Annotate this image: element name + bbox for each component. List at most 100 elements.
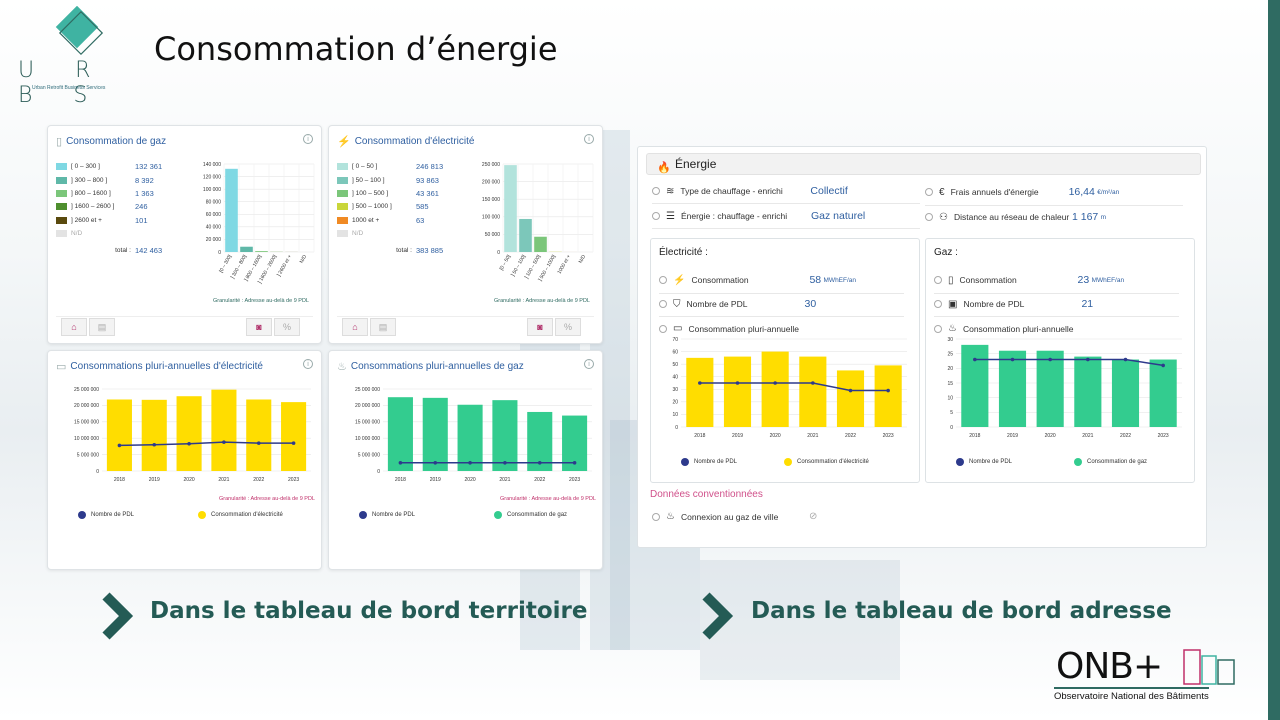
value-toggle-button[interactable]: ◙ — [246, 318, 272, 336]
bar — [998, 350, 1027, 427]
energy-type-row: ☰ Énergie : chauffage - enrichi Gaz nature… — [652, 210, 865, 222]
y-tick-label: 140 000 — [203, 162, 221, 168]
bar — [1036, 350, 1064, 427]
pdl-point — [1086, 357, 1090, 362]
pdl-point — [1048, 357, 1052, 362]
panel-title: Consommations pluri-annuelles de gaz — [350, 361, 524, 372]
granularity-note: Granularité : Adresse au-delà de 9 PDL — [499, 496, 596, 502]
info-icon[interactable] — [925, 213, 933, 221]
pdl-point — [503, 461, 507, 465]
y-tick-label: 120 000 — [203, 174, 221, 180]
x-tick-label: 2019 — [1007, 433, 1018, 439]
gas-consumption-panel: ▯ Consommation de gaz i [ 0 – 300 ] 132 36… — [47, 125, 322, 344]
info-icon[interactable] — [652, 212, 660, 220]
meter-icon: ⛉ — [673, 298, 681, 310]
legend-consumption[interactable]: Consommation de gaz — [1074, 458, 1147, 466]
info-icon[interactable] — [659, 300, 667, 308]
x-tick-label: 2020 — [184, 477, 195, 483]
legend-pdl[interactable]: Nombre de PDL — [956, 458, 1012, 466]
bar — [240, 246, 253, 252]
x-tick-label: [0 – 300] — [218, 253, 233, 273]
bar — [225, 168, 238, 252]
info-icon[interactable]: i — [303, 359, 313, 369]
onb-logo: ONB+ Observatoire National des Bâtiments — [1054, 646, 1244, 702]
bar — [492, 400, 518, 471]
x-tick-label: 1000 et + — [557, 254, 573, 275]
flame-icon: 🔥 — [657, 162, 671, 174]
info-icon[interactable] — [934, 300, 942, 308]
granularity-note: Granularité : Adresse au-delà de 9 PDL — [218, 496, 315, 502]
pdl-point — [735, 381, 740, 385]
x-tick-label: 2019 — [430, 477, 441, 483]
y-tick-label: 0 — [950, 425, 953, 431]
panel-header: ▭ Consommations pluri-annuelles d'électri… — [56, 360, 263, 373]
pdl-point — [1123, 357, 1128, 362]
y-tick-label: 0 — [377, 469, 380, 475]
percent-toggle-button[interactable]: % — [274, 318, 300, 336]
pdl-point — [1010, 357, 1015, 362]
x-tick-label: 2021 — [218, 477, 229, 483]
view-toggle-row: ⌂ ▤ ◙ % — [56, 316, 313, 336]
info-icon[interactable] — [934, 324, 942, 333]
multiyear-gas-panel: ♨ Consommations pluri-annuelles de gaz i … — [328, 350, 603, 570]
info-icon[interactable]: i — [584, 359, 594, 369]
info-icon[interactable] — [659, 324, 667, 333]
info-icon[interactable] — [925, 188, 933, 196]
pdl-line — [699, 382, 889, 392]
x-tick-label: 2021 — [499, 477, 510, 483]
building-view-button[interactable]: ⌂ — [61, 318, 87, 336]
y-tick-label: 20 — [672, 400, 678, 406]
pdl-point — [1161, 363, 1165, 368]
bar — [176, 396, 202, 471]
bar — [961, 344, 989, 427]
multiyear-gas-chart: 0 5 000 000 10 000 000 15 000 000 20 000 000… — [355, 387, 592, 483]
y-tick-label: 10 — [672, 412, 678, 418]
address-electricity-card: Électricité : ⚡ Consommation 58 MWhEF/an ⛉… — [650, 238, 920, 483]
view-toggle-row: ⌂ ▤ ◙ % — [337, 316, 594, 336]
percent-toggle-button[interactable]: % — [555, 318, 581, 336]
building-view-button[interactable]: ⌂ — [342, 318, 368, 336]
address-view-button[interactable]: ▤ — [89, 318, 115, 336]
legend-consumption[interactable]: Consommation de gaz — [494, 511, 567, 519]
energy-section-header[interactable]: 🔥 Énergie — [646, 153, 1201, 175]
bar — [799, 356, 827, 427]
y-tick-label: 30 — [672, 387, 678, 393]
y-tick-label: 100 000 — [203, 187, 221, 193]
x-tick-label: 2023 — [883, 433, 894, 439]
y-tick-label: 60 000 — [206, 212, 222, 218]
elec-pdl-row: ⛉ Nombre de PDL 30 — [659, 298, 816, 310]
value-toggle-button[interactable]: ◙ — [527, 318, 553, 336]
pdl-point — [433, 461, 438, 465]
bar — [211, 389, 237, 471]
info-icon[interactable]: i — [584, 134, 594, 144]
address-view-button[interactable]: ▤ — [370, 318, 396, 336]
x-tick-label: 2023 — [288, 477, 299, 483]
pdl-point — [698, 381, 702, 385]
info-icon[interactable] — [652, 512, 660, 521]
legend-pdl[interactable]: Nombre de PDL — [681, 458, 737, 466]
x-tick-label: 2021 — [807, 433, 818, 439]
legend-pdl[interactable]: Nombre de PDL — [78, 511, 134, 519]
y-tick-label: 50 — [672, 362, 678, 368]
y-tick-label: 20 000 000 — [355, 403, 380, 409]
bar — [1074, 356, 1102, 427]
y-tick-label: 15 000 000 — [355, 420, 380, 426]
y-tick-label: 0 — [218, 250, 221, 256]
y-tick-label: 25 000 000 — [74, 387, 99, 393]
battery-plug-icon: ▭ — [673, 323, 683, 334]
info-icon[interactable]: i — [303, 134, 313, 144]
y-tick-label: 10 000 000 — [355, 436, 380, 442]
urbs-logo: U R B S Urban Retrofit Business Services — [14, 6, 144, 108]
legend-pdl[interactable]: Nombre de PDL — [359, 511, 415, 519]
info-icon[interactable] — [934, 276, 942, 284]
pdl-point — [973, 357, 977, 362]
gas-distribution-chart: 0 20 000 40 000 60 000 80 000 100 000 120 000 1… — [203, 162, 315, 285]
info-icon[interactable] — [652, 187, 660, 195]
panel-title: Consommations pluri-annuelles d'électric… — [70, 361, 263, 372]
legend-consumption[interactable]: Consommation d'électricité — [784, 458, 869, 466]
address-energy-panel: 🔥 Énergie ≋ Type de chauffage - enrichi Col… — [637, 146, 1207, 548]
territory-caption: Dans le tableau de bord territoire — [150, 598, 588, 624]
legend-consumption[interactable]: Consommation d'électricité — [198, 511, 283, 519]
info-icon[interactable] — [659, 276, 667, 284]
x-tick-label: 2018 — [969, 433, 980, 439]
